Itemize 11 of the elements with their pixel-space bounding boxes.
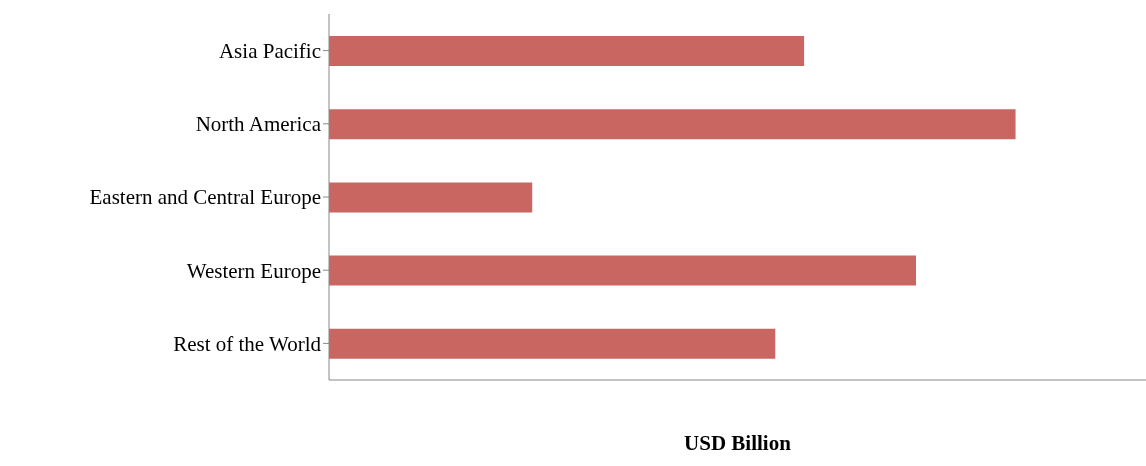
y-tick-label: Rest of the World: [173, 331, 322, 356]
x-axis-title: USD Billion: [684, 431, 792, 455]
bar: [329, 109, 1016, 140]
bar: [329, 36, 805, 66]
y-tick-label: North America: [195, 112, 322, 137]
bar: [329, 328, 776, 359]
y-tick-label: Western Europe: [186, 258, 321, 283]
y-tick-label: Asia Pacific: [218, 39, 321, 64]
bar: [329, 182, 533, 213]
y-tick-label: Eastern and Central Europe: [89, 185, 321, 210]
bar: [329, 255, 916, 286]
